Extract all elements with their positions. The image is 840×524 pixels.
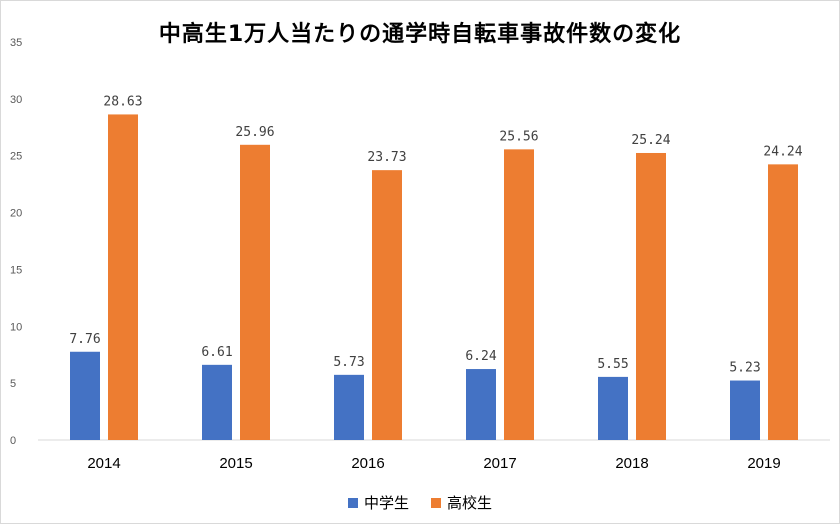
- data-label-junior-high-2018: 5.55: [597, 357, 628, 372]
- data-label-junior-high-2017: 6.24: [465, 349, 496, 364]
- data-label-high-school-2019: 24.24: [763, 144, 802, 159]
- data-label-junior-high-2015: 6.61: [201, 345, 232, 360]
- x-tick-label-2015: 2015: [219, 455, 252, 472]
- bar-high-school-2014: [108, 114, 138, 440]
- bar-junior-high-2018: [598, 376, 628, 440]
- y-tick-label-0: 0: [10, 435, 16, 447]
- y-tick-label-6: 30: [10, 94, 22, 106]
- bar-junior-high-2014: [70, 351, 100, 440]
- legend-label-high-school: 高校生: [447, 494, 493, 512]
- bar-high-school-2016: [372, 170, 402, 440]
- legend-label-junior-high: 中学生: [363, 494, 409, 512]
- data-label-junior-high-2016: 5.73: [333, 355, 364, 370]
- x-tick-label-2016: 2016: [351, 455, 384, 472]
- y-tick-label-4: 20: [10, 208, 22, 220]
- data-label-junior-high-2014: 7.76: [69, 332, 100, 347]
- x-tick-label-2019: 2019: [747, 455, 780, 472]
- x-tick-label-2018: 2018: [615, 455, 648, 472]
- bar-high-school-2019: [768, 164, 798, 440]
- data-label-high-school-2015: 25.96: [235, 125, 274, 140]
- x-tick-label-2014: 2014: [87, 455, 120, 472]
- bar-high-school-2018: [636, 152, 666, 440]
- y-tick-label-5: 25: [10, 151, 22, 163]
- data-label-high-school-2017: 25.56: [499, 129, 538, 144]
- x-tick-label-2017: 2017: [483, 455, 516, 472]
- bar-high-school-2015: [240, 144, 270, 440]
- bar-junior-high-2019: [730, 380, 760, 440]
- bar-high-school-2017: [504, 149, 534, 440]
- y-tick-label-3: 15: [10, 264, 22, 276]
- data-label-high-school-2014: 28.63: [103, 94, 142, 109]
- y-tick-label-7: 35: [10, 37, 22, 49]
- data-label-junior-high-2019: 5.23: [729, 361, 760, 376]
- bar-junior-high-2017: [466, 369, 496, 440]
- y-tick-label-1: 5: [10, 378, 16, 390]
- legend-item-junior-high[interactable]: 中学生: [347, 492, 409, 513]
- data-label-high-school-2016: 23.73: [367, 150, 406, 165]
- legend-item-high-school[interactable]: 高校生: [431, 492, 492, 513]
- legend-swatch-high-school: [431, 497, 441, 508]
- bar-junior-high-2016: [334, 374, 364, 440]
- bar-junior-high-2015: [202, 364, 232, 440]
- chart-title: 中高生1万人当たりの通学時自転車事故件数の変化: [158, 22, 682, 47]
- legend: 中学生 高校生: [0, 492, 840, 513]
- data-label-high-school-2018: 25.24: [631, 133, 670, 148]
- y-tick-label-2: 10: [10, 321, 22, 333]
- legend-swatch-junior-high: [347, 497, 358, 508]
